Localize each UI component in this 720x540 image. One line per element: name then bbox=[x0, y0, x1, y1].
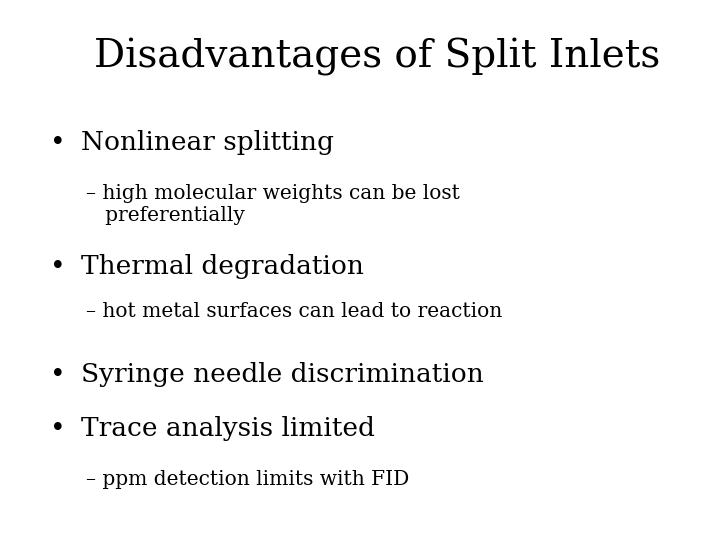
Text: •: • bbox=[50, 130, 66, 154]
Text: •: • bbox=[50, 416, 66, 441]
Text: Syringe needle discrimination: Syringe needle discrimination bbox=[81, 362, 483, 387]
Text: – hot metal surfaces can lead to reaction: – hot metal surfaces can lead to reactio… bbox=[86, 302, 503, 321]
Text: Nonlinear splitting: Nonlinear splitting bbox=[81, 130, 333, 154]
Text: •: • bbox=[50, 254, 66, 279]
Text: Disadvantages of Split Inlets: Disadvantages of Split Inlets bbox=[94, 38, 660, 76]
Text: – high molecular weights can be lost
   preferentially: – high molecular weights can be lost pre… bbox=[86, 184, 460, 225]
Text: – ppm detection limits with FID: – ppm detection limits with FID bbox=[86, 470, 410, 489]
Text: Trace analysis limited: Trace analysis limited bbox=[81, 416, 374, 441]
Text: •: • bbox=[50, 362, 66, 387]
Text: Thermal degradation: Thermal degradation bbox=[81, 254, 364, 279]
